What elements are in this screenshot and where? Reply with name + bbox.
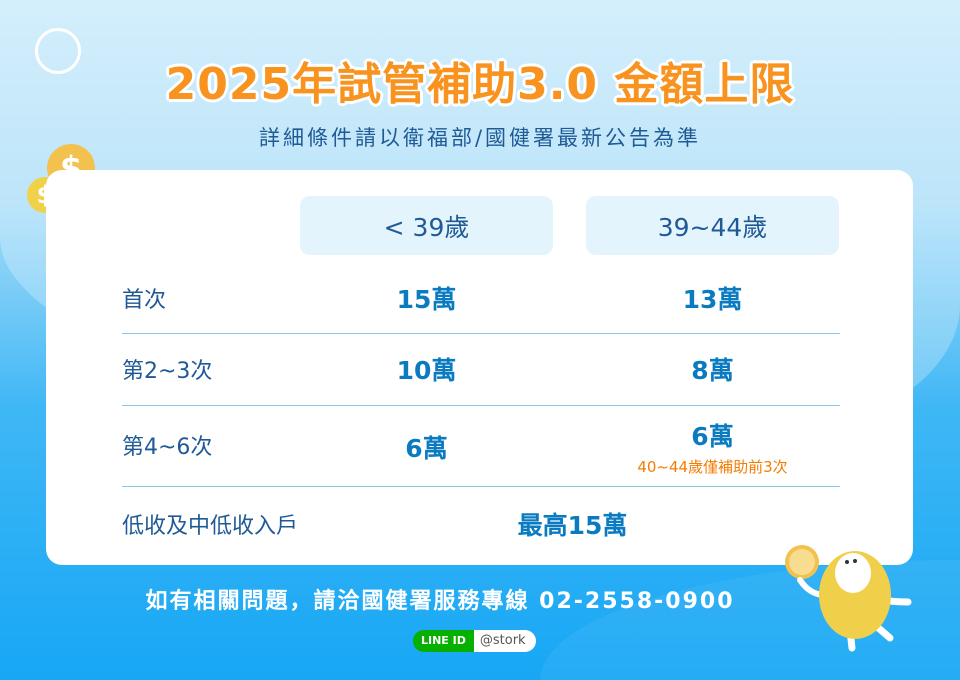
line-id: @stork xyxy=(473,630,536,652)
age-note: 40~44歲僅補助前3次 xyxy=(637,458,788,476)
table-cell: 13萬 xyxy=(682,285,743,314)
line-label: LINE ID xyxy=(413,630,474,652)
row-label: 首次 xyxy=(122,288,167,313)
divider xyxy=(122,486,840,487)
table-cell: 8萬 xyxy=(691,356,734,385)
stork-logo-icon xyxy=(35,28,81,74)
mascot-egg-icon xyxy=(785,545,912,652)
contact-line: 如有相關問題，請洽國健署服務專線 02-2558-0900 xyxy=(145,589,735,614)
page-subtitle: 詳細條件請以衛福部/國健署最新公告為準 xyxy=(258,126,702,150)
subsidy-table-card: < 39歲 39~44歲 首次 15萬 13萬 第2~3次 10萬 8萬 第4~… xyxy=(46,170,913,565)
column-header-39-44: 39~44歲 xyxy=(586,196,839,255)
row-label: 第4~6次 xyxy=(122,435,213,460)
page-title: 2025年試管補助3.0 金額上限 xyxy=(165,59,795,110)
table-cell: 6萬 xyxy=(691,422,734,451)
row-label: 低收及中低收入戶 xyxy=(122,514,299,539)
line-id-badge[interactable]: LINE ID @stork xyxy=(413,630,536,652)
row-label: 第2~3次 xyxy=(122,359,213,384)
table-cell: 10萬 xyxy=(396,356,457,385)
divider xyxy=(122,405,840,406)
column-header-under-39: < 39歲 xyxy=(300,196,553,255)
divider xyxy=(122,333,840,334)
table-cell: 15萬 xyxy=(396,285,457,314)
table-cell: 6萬 xyxy=(405,434,448,463)
low-income-value: 最高15萬 xyxy=(517,511,628,540)
